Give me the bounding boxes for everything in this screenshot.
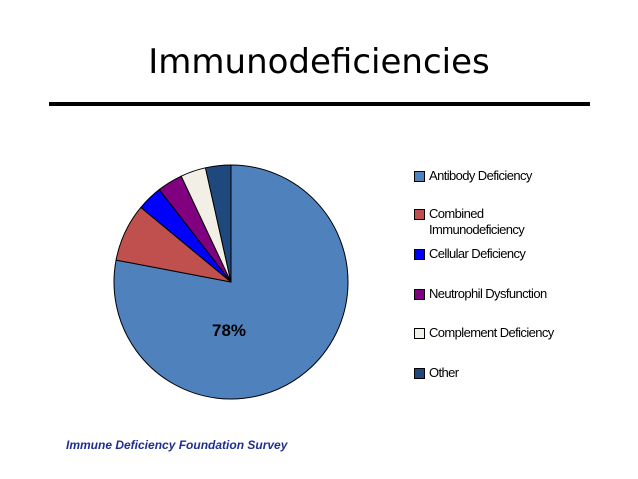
legend-item-combined-immunodeficiency: Combined Immunodeficiency xyxy=(414,206,525,238)
legend-swatch xyxy=(414,368,425,379)
legend-swatch xyxy=(414,249,425,260)
legend-label: Neutrophil Dysfunction xyxy=(429,286,547,301)
legend-swatch xyxy=(414,209,425,220)
title-divider xyxy=(49,102,590,106)
legend-item-complement-deficiency: Complement Deficiency xyxy=(414,325,554,341)
legend-label: Combined Immunodeficiency xyxy=(429,206,525,237)
legend-swatch xyxy=(414,328,425,339)
legend-item-antibody-deficiency: Antibody Deficiency xyxy=(414,168,532,184)
data-label-antibody-deficiency: 78% xyxy=(212,321,246,340)
legend-label: Other xyxy=(429,365,459,380)
legend-label: Complement Deficiency xyxy=(429,325,554,340)
legend-label: Antibody Deficiency xyxy=(429,168,532,183)
source-note: Immune Deficiency Foundation Survey xyxy=(66,438,288,452)
legend-item-neutrophil-dysfunction: Neutrophil Dysfunction xyxy=(414,286,547,302)
legend-swatch xyxy=(414,171,425,182)
legend-item-cellular-deficiency: Cellular Deficiency xyxy=(414,246,526,262)
legend-label: Cellular Deficiency xyxy=(429,246,526,261)
pie-slice-other xyxy=(204,164,232,283)
page-title: Immunodeficiencies xyxy=(148,42,490,82)
legend-swatch xyxy=(414,289,425,300)
legend-item-other: Other xyxy=(414,365,459,381)
